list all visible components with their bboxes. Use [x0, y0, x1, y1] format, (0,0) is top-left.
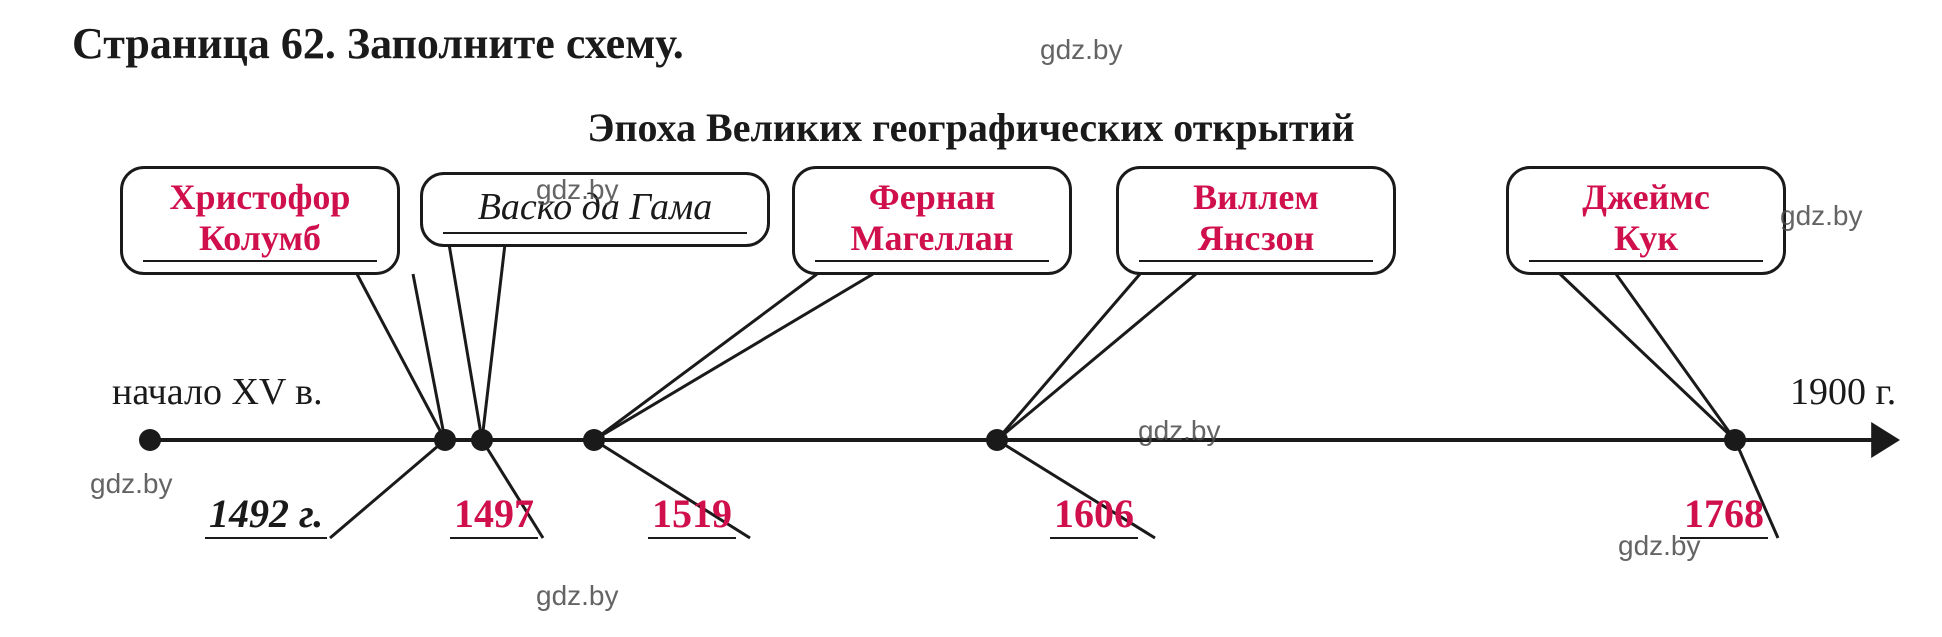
explorer-card: ФернанМагеллан: [792, 166, 1072, 275]
year-label: 1497: [450, 490, 538, 539]
watermark: gdz.by: [1780, 200, 1863, 232]
explorer-name-line1: Христофор: [143, 177, 377, 218]
explorer-name-line2: Колумб: [143, 218, 377, 261]
explorer-card: ХристофорКолумб: [120, 166, 400, 275]
watermark: gdz.by: [90, 468, 173, 500]
axis-start-label: начало XV в.: [112, 370, 323, 414]
explorer-name-line2: Янсзон: [1139, 218, 1373, 261]
watermark: gdz.by: [1040, 34, 1123, 66]
explorer-card: ВиллемЯнсзон: [1116, 166, 1396, 275]
explorer-name-line2: Магеллан: [815, 218, 1049, 261]
year-label: 1606: [1050, 490, 1138, 539]
year-label: 1492 г.: [205, 490, 327, 539]
watermark: gdz.by: [536, 580, 619, 612]
year-label: 1519: [648, 490, 736, 539]
watermark: gdz.by: [536, 174, 619, 206]
axis-end-label: 1900 г.: [1790, 370, 1896, 414]
explorer-card: ДжеймсКук: [1506, 166, 1786, 275]
watermark: gdz.by: [1618, 530, 1701, 562]
explorer-name-line1: Виллем: [1139, 177, 1373, 218]
explorer-name-line2: Кук: [1529, 218, 1763, 261]
explorer-name-line1: Фернан: [815, 177, 1049, 218]
watermark: gdz.by: [1138, 415, 1221, 447]
explorer-name-line1: Джеймс: [1529, 177, 1763, 218]
